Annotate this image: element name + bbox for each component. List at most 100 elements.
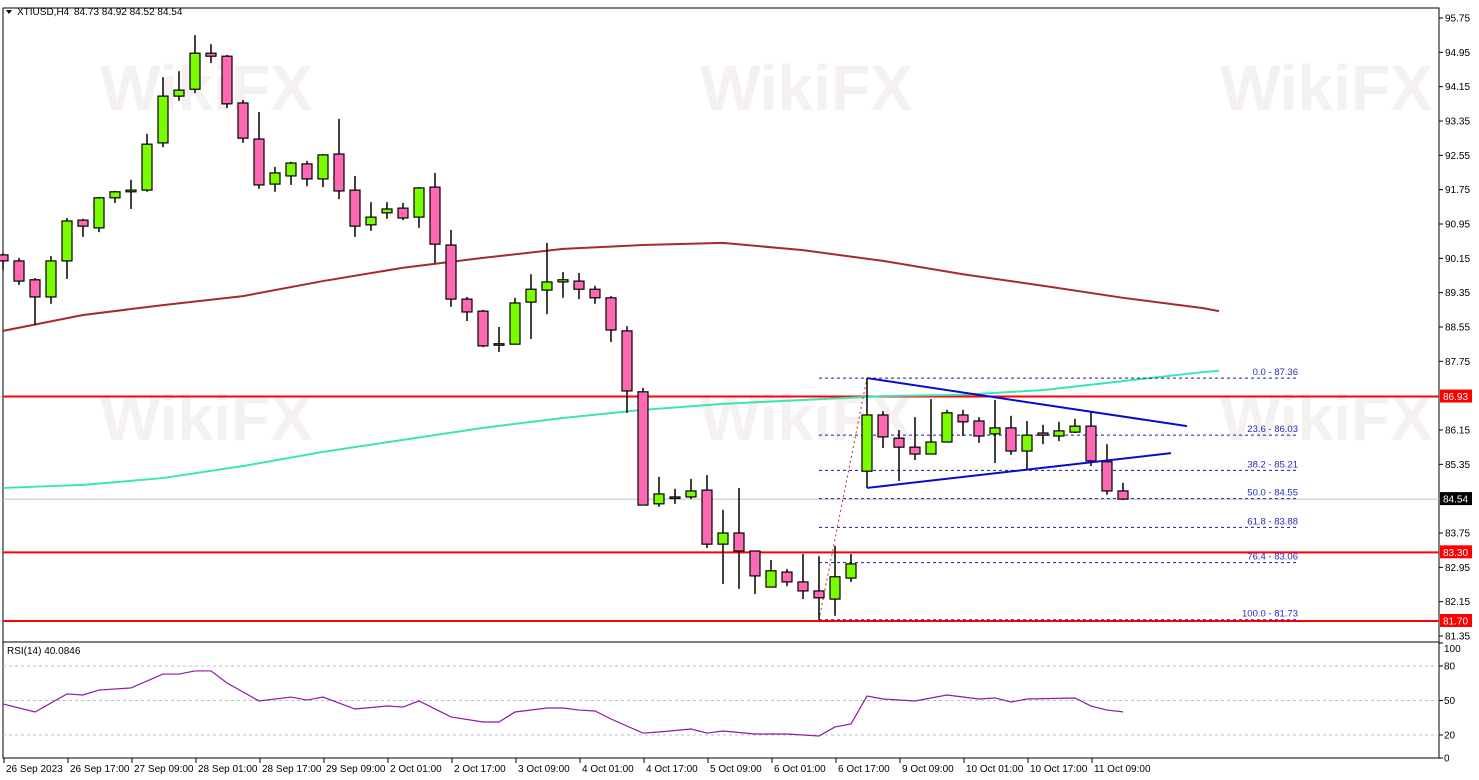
time-tick-label: 29 Sep 09:00: [326, 764, 386, 775]
price-tick-label: 82.15: [1445, 597, 1470, 608]
time-tick-label: 4 Oct 17:00: [646, 764, 698, 775]
bullish-candle: [109, 191, 121, 199]
price-tick-label: 81.35: [1445, 632, 1470, 643]
time-axis: 26 Sep 2023 26 Sep 17:00 27 Sep 09:00 28 Se…: [3, 758, 1151, 775]
bullish-candle: [61, 220, 73, 262]
symbol-label: XTIUSD,H4: [17, 7, 70, 18]
bullish-candle: [829, 576, 841, 600]
bearish-candle: [781, 571, 793, 583]
price-badge: [1440, 389, 1472, 403]
fib-level-label: 100.0 - 81.73: [1242, 609, 1298, 620]
bullish-candle: [925, 441, 937, 455]
bearish-candle: [301, 163, 313, 180]
time-tick-label: 3 Oct 09:00: [518, 764, 570, 775]
price-badge: [1440, 613, 1472, 627]
time-tick-label: 28 Sep 01:00: [198, 764, 258, 775]
triangle-trendline: [866, 377, 1188, 428]
rsi-level-lines: [3, 665, 1439, 736]
time-tick-label: 26 Sep 17:00: [70, 764, 130, 775]
bearish-candle: [333, 153, 345, 192]
rsi-label: RSI(14) 40.0846: [7, 646, 81, 657]
price-tick-label: 82.95: [1445, 563, 1470, 574]
bearish-candle: [749, 550, 761, 577]
fib-level-label: 61.8 - 83.88: [1247, 516, 1298, 527]
price-tick-label: 90.95: [1445, 220, 1470, 231]
price-tick-label: 89.35: [1445, 288, 1470, 299]
bullish-candle: [381, 208, 393, 214]
time-tick-label: 2 Oct 01:00: [390, 764, 442, 775]
fib-level-label: 0.0 - 87.36: [1253, 367, 1298, 378]
price-tick-label: 87.75: [1445, 357, 1470, 368]
bullish-candle: [685, 490, 697, 498]
time-tick-label: 26 Sep 2023: [6, 764, 63, 775]
triangle-pattern[interactable]: [866, 377, 1188, 489]
bearish-candle: [573, 280, 585, 290]
rsi-axis: 100 80 50 20 0: [1439, 642, 1461, 765]
time-tick-label: 28 Sep 17:00: [262, 764, 322, 775]
rsi-line: [2, 670, 1124, 737]
watermark-logo: WikiFX: [700, 52, 913, 124]
time-tick-label: 11 Oct 09:00: [1094, 764, 1151, 775]
triangle-down-icon[interactable]: [6, 10, 12, 14]
bullish-candle: [285, 162, 297, 177]
bullish-candle: [541, 281, 553, 291]
fib-level-label: 50.0 - 84.55: [1247, 488, 1298, 499]
price-axis: 95.75 94.95 94.15 93.35 92.55 91.75 90.95 90.15…: [1439, 14, 1470, 643]
bullish-candle: [269, 172, 281, 185]
bullish-candle: [765, 570, 777, 588]
bearish-candle: [1037, 432, 1049, 436]
bearish-candle: [493, 343, 505, 346]
bullish-candle: [1053, 430, 1065, 437]
bearish-candle: [349, 189, 361, 227]
bullish-candle: [941, 412, 953, 443]
bearish-candle: [237, 102, 249, 139]
price-badge-label: 83.30: [1443, 548, 1468, 559]
price-tick-label: 95.75: [1445, 14, 1470, 25]
bearish-candle: [957, 414, 969, 423]
fib-trend-line: [818, 377, 868, 620]
bearish-candle: [253, 138, 265, 186]
rsi-tick-label: 20: [1444, 731, 1456, 742]
bearish-candle: [637, 391, 649, 506]
bullish-candle: [93, 197, 105, 229]
bullish-candle: [365, 216, 377, 226]
price-tick-label: 83.75: [1445, 529, 1470, 540]
bearish-candle: [1101, 461, 1113, 492]
bearish-candle: [909, 446, 921, 455]
bullish-candle: [1021, 434, 1033, 452]
time-tick-label: 5 Oct 09:00: [710, 764, 762, 775]
bullish-candle: [317, 154, 329, 180]
watermark-logo: WikiFX: [1220, 52, 1433, 124]
bearish-candle: [621, 330, 633, 392]
bearish-candle: [669, 496, 681, 500]
bearish-candle: [733, 532, 745, 552]
price-tick-label: 85.35: [1445, 460, 1470, 471]
bullish-candle: [525, 288, 537, 303]
price-tick-label: 94.15: [1445, 82, 1470, 93]
bearish-candle: [0, 254, 9, 262]
bearish-candle: [77, 219, 89, 227]
price-tick-label: 90.15: [1445, 254, 1470, 265]
rsi-tick-label: 100: [1444, 644, 1461, 655]
bullish-candle: [189, 52, 201, 90]
fib-level-label: 76.4 - 83.06: [1247, 552, 1298, 563]
bullish-candle: [509, 302, 521, 345]
bullish-candle: [125, 189, 137, 193]
price-tick-label: 88.55: [1445, 323, 1470, 334]
bullish-candle: [413, 187, 425, 218]
time-tick-label: 6 Oct 17:00: [838, 764, 890, 775]
bearish-candle: [1005, 427, 1017, 452]
bearish-candle: [429, 186, 441, 245]
bullish-candle: [845, 563, 857, 579]
bearish-candle: [973, 420, 985, 437]
bullish-candle: [653, 493, 665, 505]
price-tick-label: 93.35: [1445, 117, 1470, 128]
time-tick-label: 4 Oct 01:00: [582, 764, 634, 775]
bearish-candle: [797, 581, 809, 592]
watermark-logo: WikiFX: [100, 382, 313, 454]
bearish-candle: [877, 414, 889, 438]
price-badge-label: 86.93: [1443, 392, 1468, 403]
watermark-logo: WikiFX: [100, 52, 313, 124]
